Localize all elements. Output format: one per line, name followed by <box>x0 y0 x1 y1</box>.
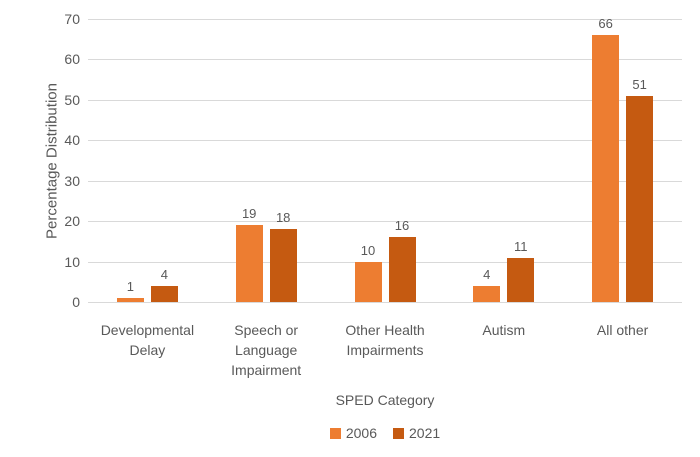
x-tick-label: Speech or Language Impairment <box>231 322 302 378</box>
bar-2021 <box>150 285 178 302</box>
bar-2021 <box>269 229 297 302</box>
y-tick-label: 60 <box>64 51 80 68</box>
x-tick-label: Developmental Delay <box>100 322 195 358</box>
bar-2006 <box>473 285 501 302</box>
bar-2021 <box>388 237 416 302</box>
y-tick-label: 10 <box>64 253 80 270</box>
bar-value-label: 18 <box>275 210 291 226</box>
bar-value-label: 4 <box>160 266 168 282</box>
x-tick-label: All other <box>596 322 649 338</box>
y-tick-label: 40 <box>64 132 80 149</box>
y-tick-label: 50 <box>64 91 80 108</box>
bar-2021 <box>626 95 654 302</box>
bar-value-label: 10 <box>360 242 376 258</box>
gridline <box>88 99 682 101</box>
gridline <box>88 19 682 20</box>
gridline <box>88 140 682 142</box>
bar-value-label: 4 <box>483 266 491 282</box>
y-tick-label: 30 <box>64 172 80 189</box>
x-tick-label: Other Health Impairments <box>345 322 425 358</box>
y-tick-label: 20 <box>64 213 80 230</box>
bar-2006 <box>592 35 620 302</box>
bar-2006 <box>354 261 382 302</box>
gridline <box>88 59 682 61</box>
gridline <box>88 261 682 263</box>
bar-value-label: 16 <box>394 218 410 234</box>
bar-value-label: 19 <box>241 206 257 222</box>
legend-label: 2006 <box>345 425 377 441</box>
gridline <box>88 221 682 223</box>
x-tick-label: Autism <box>482 322 526 338</box>
bar-2006 <box>235 225 263 302</box>
gridline <box>88 302 682 303</box>
legend-item-2021: 2021 <box>393 425 440 441</box>
gridline <box>88 180 682 182</box>
legend-item-2006: 2006 <box>329 425 377 441</box>
bar-value-label: 1 <box>126 278 134 294</box>
bar-value-label: 66 <box>598 16 613 32</box>
y-tick-label: 70 <box>64 11 80 27</box>
bar-value-label: 11 <box>514 238 528 254</box>
x-axis-title: SPED Category <box>335 392 435 408</box>
bar-2021 <box>507 257 535 302</box>
bar-2006 <box>116 297 144 302</box>
bar-value-label: 51 <box>632 76 647 92</box>
legend-swatch <box>329 427 341 439</box>
legend-swatch <box>393 427 404 439</box>
legend-label: 2021 <box>409 425 441 441</box>
y-tick-label: 0 <box>72 294 80 310</box>
legend: 2006 2021 <box>88 425 682 441</box>
